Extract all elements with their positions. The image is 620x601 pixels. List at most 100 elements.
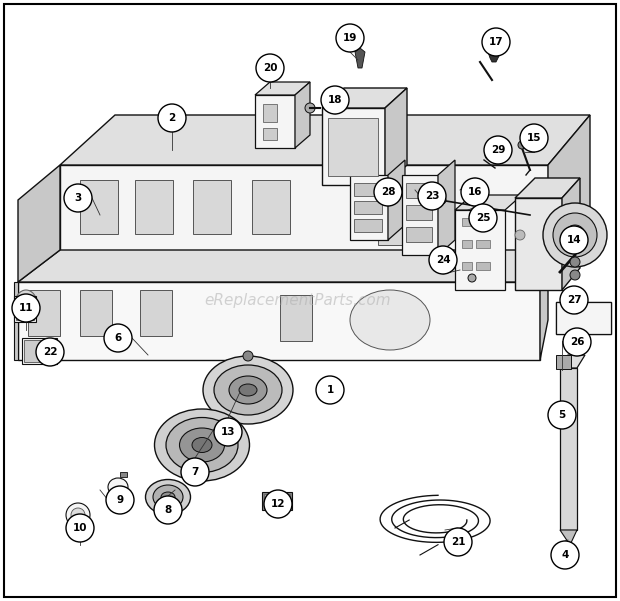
Text: 14: 14 [567, 235, 582, 245]
Bar [378, 200, 416, 245]
Bar [556, 355, 571, 369]
Circle shape [71, 508, 85, 522]
Bar [135, 180, 173, 234]
Circle shape [264, 490, 292, 518]
Bar [140, 290, 172, 336]
Bar [462, 218, 472, 226]
Circle shape [324, 384, 336, 396]
Polygon shape [18, 282, 540, 360]
Polygon shape [255, 95, 295, 148]
Text: 4: 4 [561, 550, 569, 560]
Ellipse shape [153, 485, 183, 509]
Polygon shape [548, 115, 590, 268]
Polygon shape [255, 82, 310, 95]
Text: 24: 24 [436, 255, 450, 265]
Circle shape [548, 401, 576, 429]
Bar [476, 240, 490, 248]
Circle shape [565, 225, 585, 245]
Text: eReplacementParts.com: eReplacementParts.com [204, 293, 391, 308]
Text: 10: 10 [73, 523, 87, 533]
Circle shape [482, 28, 510, 56]
Circle shape [429, 246, 457, 274]
Bar [354, 201, 382, 214]
Polygon shape [18, 250, 548, 282]
Bar [28, 290, 60, 336]
Bar [476, 262, 490, 270]
Polygon shape [385, 88, 407, 185]
Bar [264, 494, 290, 508]
Text: 19: 19 [343, 33, 357, 43]
Circle shape [461, 178, 489, 206]
Bar [462, 240, 472, 248]
Bar [406, 183, 432, 198]
Text: 23: 23 [425, 191, 439, 201]
Circle shape [12, 294, 40, 322]
Circle shape [518, 141, 526, 149]
Circle shape [181, 458, 209, 486]
Circle shape [468, 274, 476, 282]
Ellipse shape [146, 480, 190, 514]
Circle shape [494, 154, 502, 162]
Text: 5: 5 [559, 410, 565, 420]
Circle shape [64, 184, 92, 212]
Circle shape [243, 351, 253, 361]
Polygon shape [14, 282, 18, 360]
Circle shape [551, 541, 579, 569]
Circle shape [321, 86, 349, 114]
Polygon shape [515, 178, 580, 198]
Text: 22: 22 [43, 347, 57, 357]
Circle shape [485, 150, 495, 160]
Bar [354, 219, 382, 232]
Ellipse shape [108, 478, 128, 496]
Circle shape [438, 196, 446, 204]
Ellipse shape [154, 409, 249, 481]
Text: 15: 15 [527, 133, 541, 143]
Polygon shape [560, 355, 585, 368]
Text: 28: 28 [381, 187, 396, 197]
Text: 11: 11 [19, 303, 33, 313]
Text: 2: 2 [169, 113, 175, 123]
Bar [263, 104, 277, 122]
Bar [354, 183, 382, 196]
Bar [18, 304, 23, 308]
Polygon shape [18, 165, 60, 282]
Text: 12: 12 [271, 499, 285, 509]
Bar [16, 298, 34, 320]
Polygon shape [60, 115, 590, 165]
Polygon shape [560, 368, 577, 530]
Polygon shape [322, 88, 407, 108]
Bar [462, 262, 472, 270]
Polygon shape [488, 46, 502, 62]
Circle shape [66, 514, 94, 542]
Text: 9: 9 [117, 495, 123, 505]
Text: 18: 18 [328, 95, 342, 105]
Circle shape [570, 270, 580, 280]
Circle shape [570, 257, 580, 267]
Ellipse shape [239, 384, 257, 396]
Bar [18, 312, 23, 316]
Bar [476, 218, 490, 226]
Polygon shape [402, 175, 438, 255]
Circle shape [305, 103, 315, 113]
Text: 1: 1 [326, 385, 334, 395]
Polygon shape [295, 82, 310, 148]
Bar [24, 304, 29, 308]
Polygon shape [560, 530, 577, 545]
Text: 26: 26 [570, 337, 584, 347]
Text: 20: 20 [263, 63, 277, 73]
Text: 3: 3 [74, 193, 82, 203]
Polygon shape [322, 108, 385, 185]
Polygon shape [350, 175, 388, 240]
Ellipse shape [192, 438, 212, 453]
Polygon shape [355, 48, 365, 68]
Polygon shape [438, 160, 455, 255]
Bar [406, 205, 432, 220]
Polygon shape [60, 165, 548, 268]
Circle shape [66, 503, 90, 527]
Bar [556, 302, 611, 334]
Text: 8: 8 [164, 505, 172, 515]
Bar [252, 180, 290, 234]
Circle shape [336, 24, 364, 52]
Circle shape [469, 204, 497, 232]
Text: 6: 6 [114, 333, 122, 343]
